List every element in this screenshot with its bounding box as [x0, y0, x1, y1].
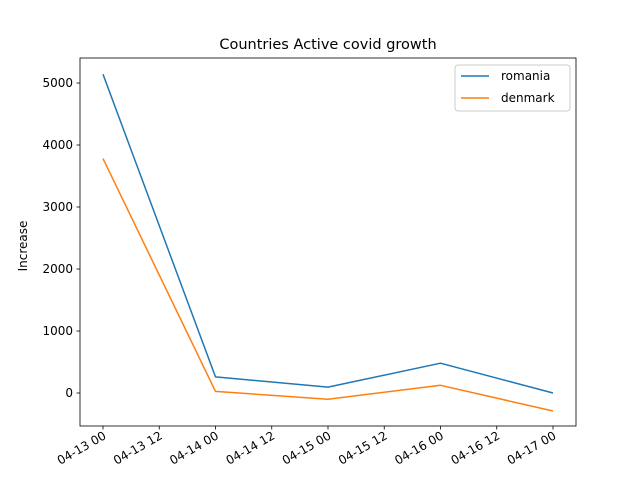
- chart-title: Countries Active covid growth: [219, 37, 436, 53]
- legend-label-denmark: denmark: [501, 91, 555, 105]
- y-tick-label: 3000: [42, 200, 73, 214]
- y-axis-label: Increase: [16, 221, 30, 272]
- y-tick-label: 5000: [42, 76, 73, 90]
- y-tick-label: 2000: [42, 262, 73, 276]
- y-tick-label: 1000: [42, 324, 73, 338]
- series-line-romania: [102, 74, 554, 394]
- y-tick-label: 0: [65, 386, 73, 400]
- legend: romania denmark: [454, 64, 571, 112]
- series-line-denmark: [102, 158, 554, 412]
- y-tick-label: 4000: [42, 138, 73, 152]
- legend-label-romania: romania: [501, 69, 550, 83]
